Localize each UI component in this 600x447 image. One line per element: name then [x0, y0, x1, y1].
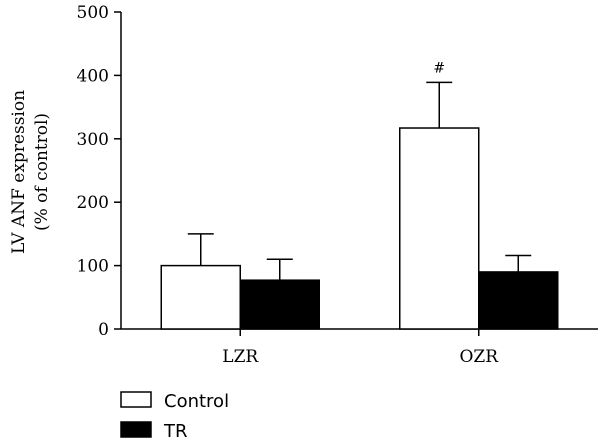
- legend-swatch: [120, 391, 152, 408]
- bar: [239, 279, 320, 330]
- annotations: #: [433, 60, 445, 76]
- bar: [399, 127, 480, 330]
- significance-marker: #: [433, 60, 445, 76]
- y-tick-label: 100: [77, 257, 109, 277]
- bar: [160, 264, 241, 330]
- y-axis-label-line1: LV ANF expression: [9, 90, 29, 254]
- y-axis-label: LV ANF expression (% of control): [9, 90, 52, 254]
- legend-label: Control: [164, 391, 229, 412]
- y-tick-label: 500: [77, 3, 109, 23]
- y-axis: 0 100 200 300 400 500: [77, 3, 122, 340]
- y-axis-label-line2: (% of control): [32, 113, 52, 231]
- legend-swatch: [120, 421, 152, 438]
- x-axis: LZR OZR: [121, 328, 598, 367]
- x-category-label: OZR: [459, 347, 499, 367]
- bar: [478, 271, 559, 330]
- bars: [160, 81, 559, 330]
- y-tick-label: 400: [77, 66, 109, 86]
- y-tick-label: 0: [98, 320, 109, 340]
- legend-label: TR: [163, 421, 188, 442]
- legend: Control TR: [120, 391, 229, 442]
- x-category-label: LZR: [222, 347, 259, 367]
- y-tick-label: 200: [77, 193, 109, 213]
- y-tick-label: 300: [77, 130, 109, 150]
